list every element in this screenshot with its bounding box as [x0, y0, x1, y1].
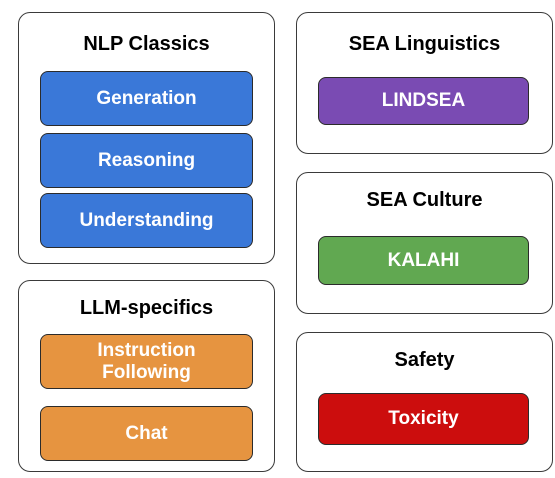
box-toxicity: Toxicity	[318, 393, 529, 445]
group-title-sea-culture: SEA Culture	[366, 189, 483, 211]
box-instruction-following: Instruction Following	[40, 334, 253, 389]
group-title-llm-specifics: LLM-specifics	[79, 297, 214, 319]
box-generation: Generation	[40, 71, 253, 126]
group-nlp-classics: NLP Classics Generation Reasoning Unders…	[18, 12, 275, 264]
group-title-nlp-classics: NLP Classics	[83, 33, 210, 55]
group-sea-linguistics: SEA Linguistics LINDSEA	[296, 12, 553, 154]
box-lindsea: LINDSEA	[318, 77, 529, 125]
group-title-safety: Safety	[394, 349, 455, 371]
box-understanding: Understanding	[40, 193, 253, 248]
box-chat: Chat	[40, 406, 253, 461]
group-title-sea-linguistics: SEA Linguistics	[348, 33, 501, 55]
group-llm-specifics: LLM-specifics Instruction Following Chat	[18, 280, 275, 472]
box-kalahi: KALAHI	[318, 236, 529, 285]
group-safety: Safety Toxicity	[296, 332, 553, 472]
group-sea-culture: SEA Culture KALAHI	[296, 172, 553, 314]
box-reasoning: Reasoning	[40, 133, 253, 188]
